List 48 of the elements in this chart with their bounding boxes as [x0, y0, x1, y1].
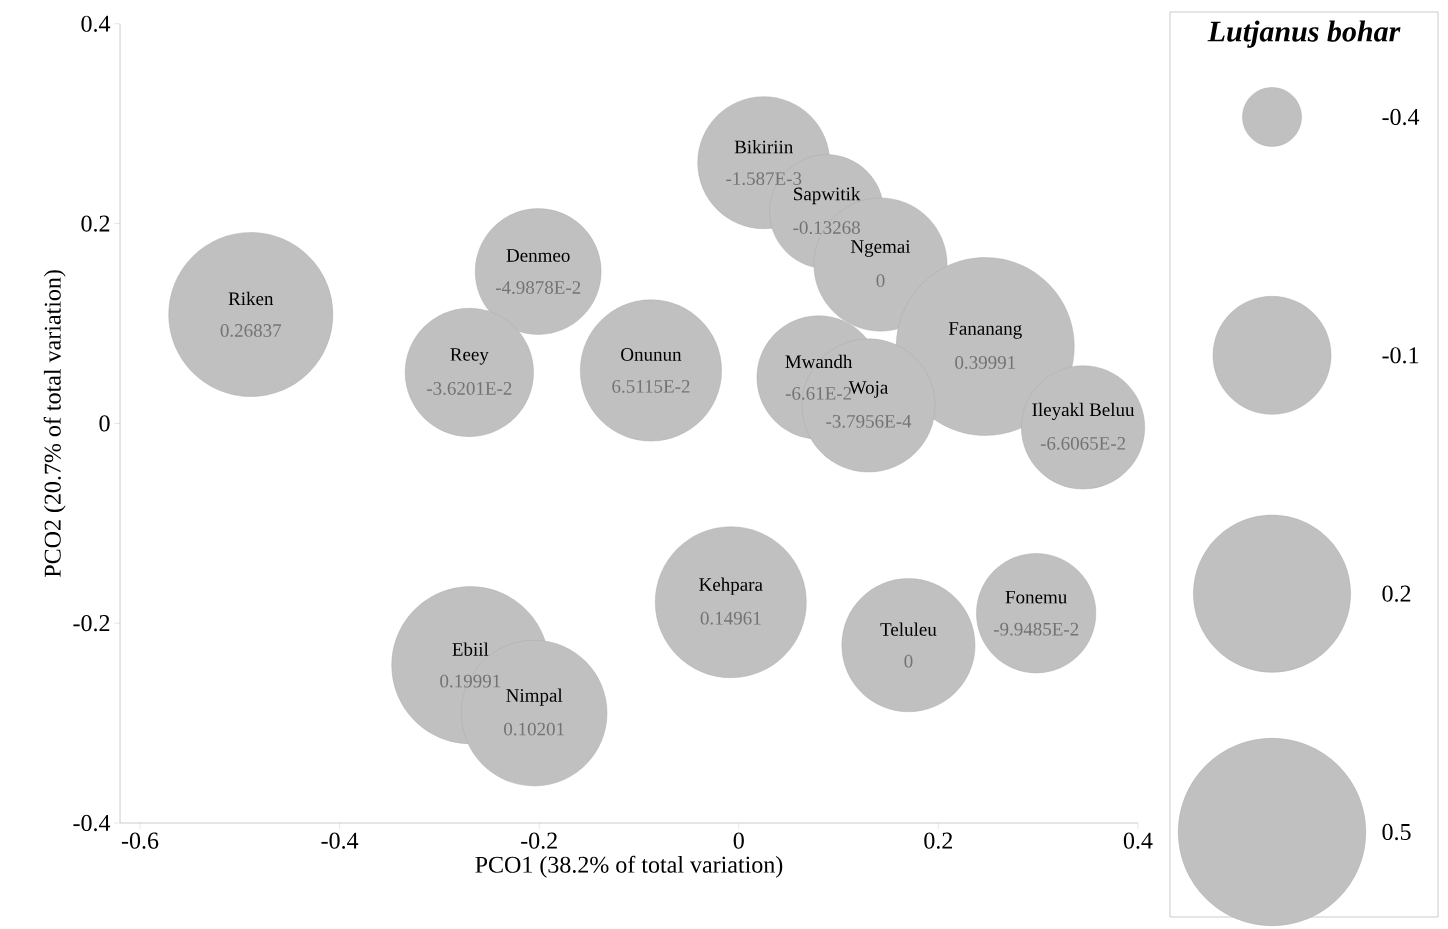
y-tick-label: 0.4 [81, 15, 111, 32]
y-tick-label: 0.2 [81, 215, 110, 232]
annotation: -1.587E-3 [726, 172, 802, 186]
series-label: Fananang [948, 322, 1022, 339]
annotation: -3.7956E-4 [826, 414, 912, 428]
annotation: 6.5115E-2 [612, 380, 690, 393]
x-tick-label: -0.4 [321, 832, 359, 849]
x-axis-title: PCO1 (38.2% of total variation) [475, 855, 783, 878]
annotation: -4.9878E-2 [495, 281, 581, 294]
legend-label: 0.5 [1382, 823, 1411, 841]
series-label: Sapwitik [794, 187, 861, 205]
series-label: Riken [228, 291, 274, 306]
series-label: Nimpal [506, 688, 563, 706]
series-label: Onunun [621, 348, 682, 361]
y-axis-title: PCO2 (20.7% of total variation) [43, 270, 66, 578]
legend-label: -0.4 [1382, 108, 1420, 126]
annotation: 0.39991 [955, 356, 1016, 369]
legend-label: 0.2 [1382, 585, 1411, 602]
annotation: 0 [904, 654, 913, 668]
annotation: 0.10201 [504, 722, 564, 736]
y-tick-label: -0.2 [73, 615, 110, 632]
annotation: -9.9485E-2 [993, 622, 1079, 636]
x-tick-label: 0.2 [924, 832, 953, 849]
x-tick-label: 0.4 [1123, 832, 1153, 849]
annotation: 0.14961 [700, 611, 761, 625]
series-label: Reey [450, 348, 489, 365]
series-label: Teluleu [880, 622, 937, 636]
series-label: Ngemai [850, 240, 911, 257]
annotation: 0.26837 [220, 324, 282, 337]
series-label: Kehpara [699, 577, 763, 595]
y-tick-label: -0.4 [73, 814, 111, 832]
series-label: Denmeo [506, 249, 570, 262]
x-tick-label: 0 [733, 832, 744, 849]
x-tick-label: -0.2 [521, 832, 557, 849]
annotation: 0 [876, 274, 885, 287]
series-label: Fonemu [1005, 590, 1067, 604]
x-tick-label: -0.6 [121, 832, 159, 849]
annotation: 0.19991 [440, 674, 501, 688]
y-tick-label: 0 [99, 415, 110, 432]
series-label: Ebiil [452, 642, 489, 656]
series-label: Ileyakl Beluu [1032, 402, 1135, 421]
annotation: -3.6201E-2 [427, 382, 512, 395]
series-label: Mwandh [785, 354, 853, 369]
legend-label: -0.1 [1382, 347, 1419, 364]
annotation: -6.6065E-2 [1040, 436, 1126, 450]
legend-title: Lutjanus bohar [1207, 20, 1401, 48]
annotation: -0.13268 [793, 221, 860, 235]
series-label: Bikiriin [734, 140, 793, 154]
